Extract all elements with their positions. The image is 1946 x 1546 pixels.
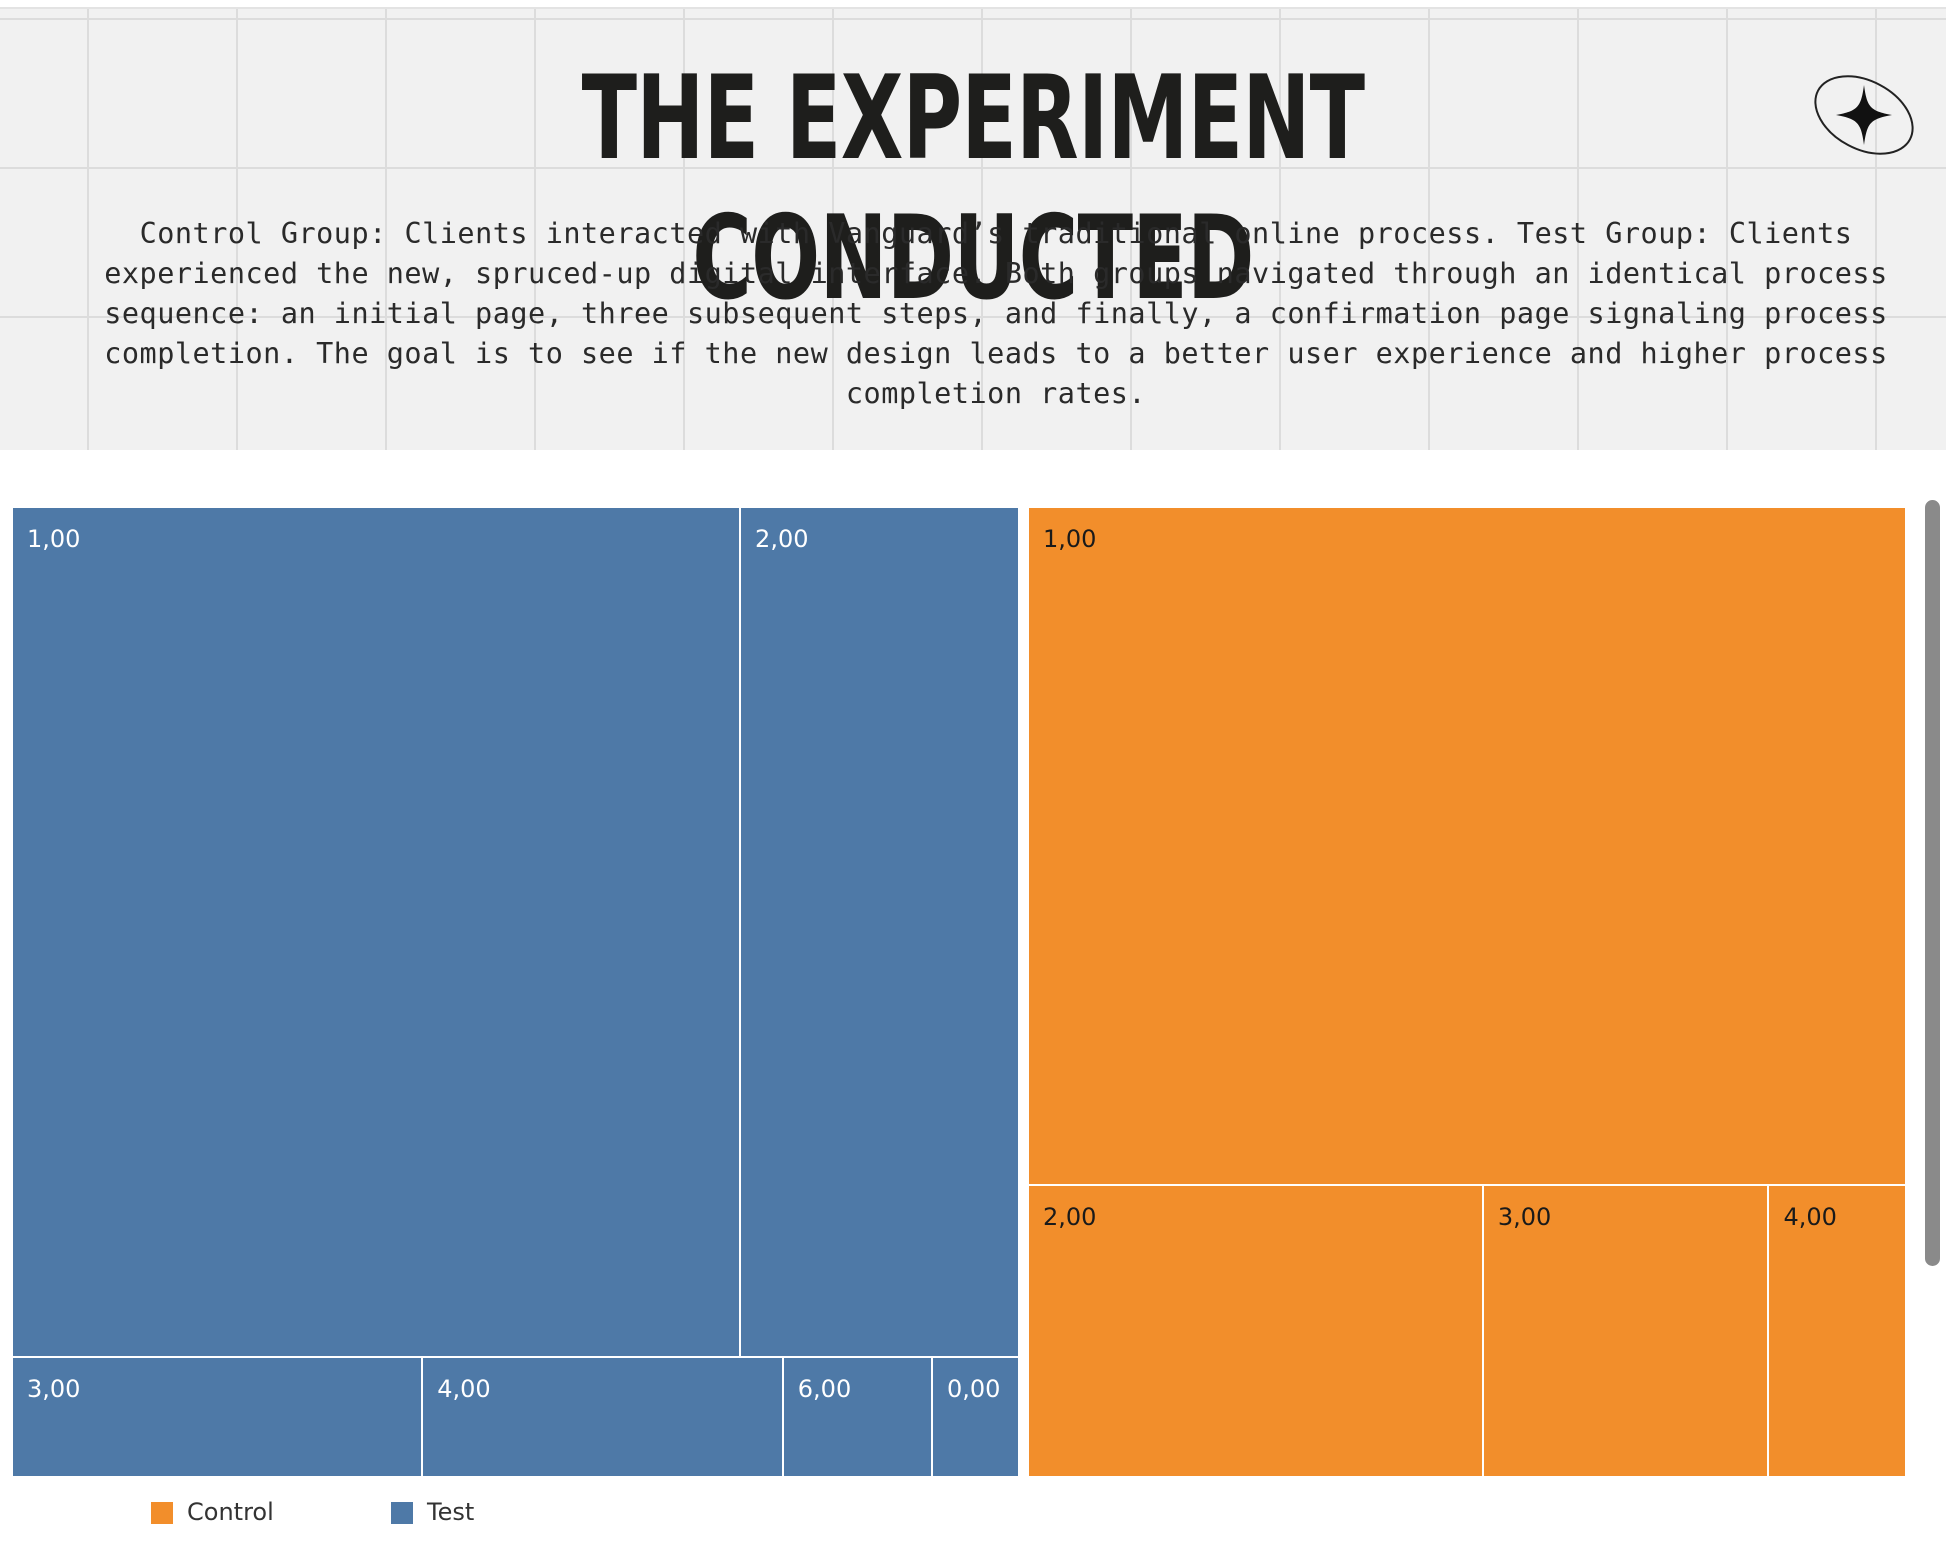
treemap-tile-label: 4,00 [437, 1375, 491, 1404]
legend-label-control: Control [187, 1498, 274, 1526]
treemap-control-group: 1,00 2,00 3,00 4,00 [1028, 507, 1906, 1477]
sparkle-icon [1814, 75, 1914, 155]
treemap-tile-label: 2,00 [755, 525, 809, 553]
treemap-tile-label: 0,00 [946, 1375, 1001, 1404]
treemap-tile-control-3[interactable]: 4,00 [1768, 1185, 1906, 1477]
legend-swatch-control [151, 1502, 173, 1524]
treemap-tile-control-0[interactable]: 1,00 [1028, 507, 1906, 1186]
treemap-tile-label: 6,00 [797, 1375, 852, 1404]
treemap-tile-test-3[interactable]: 4,00 [422, 1357, 783, 1477]
header-banner: THE EXPERIMENT CONDUCTED Control Group: … [0, 7, 1946, 450]
legend-label-test: Test [427, 1498, 475, 1526]
experiment-description: Control Group: Clients interacted with V… [104, 217, 1888, 410]
page-title: THE EXPERIMENT CONDUCTED [581, 51, 1365, 326]
treemap-tile-label: 4,00 [1783, 1203, 1837, 1232]
treemap-tile-test-2[interactable]: 3,00 [12, 1357, 423, 1477]
treemap-test-group: 1,00 2,00 3,00 4,00 6,00 0,00 [12, 507, 1019, 1477]
treemap-tile-label: 3,00 [27, 1375, 81, 1404]
treemap-tile-label: 2,00 [1043, 1203, 1097, 1232]
treemap-tile-test-4[interactable]: 6,00 [782, 1357, 932, 1477]
treemap-tile-test-0[interactable]: 1,00 [12, 507, 741, 1358]
treemap-tile-label: 3,00 [1497, 1203, 1552, 1232]
legend-swatch-test [391, 1502, 413, 1524]
treemap-tile-label: 1,00 [1043, 525, 1097, 553]
treemap-tile-control-2[interactable]: 3,00 [1482, 1185, 1769, 1477]
treemap-tile-test-1[interactable]: 2,00 [740, 507, 1019, 1358]
treemap-tile-label: 1,00 [27, 525, 81, 553]
treemap-tile-control-1[interactable]: 2,00 [1028, 1185, 1483, 1477]
scrollbar-thumb[interactable] [1925, 500, 1940, 1266]
treemap-tile-test-5[interactable]: 0,00 [931, 1357, 1019, 1477]
